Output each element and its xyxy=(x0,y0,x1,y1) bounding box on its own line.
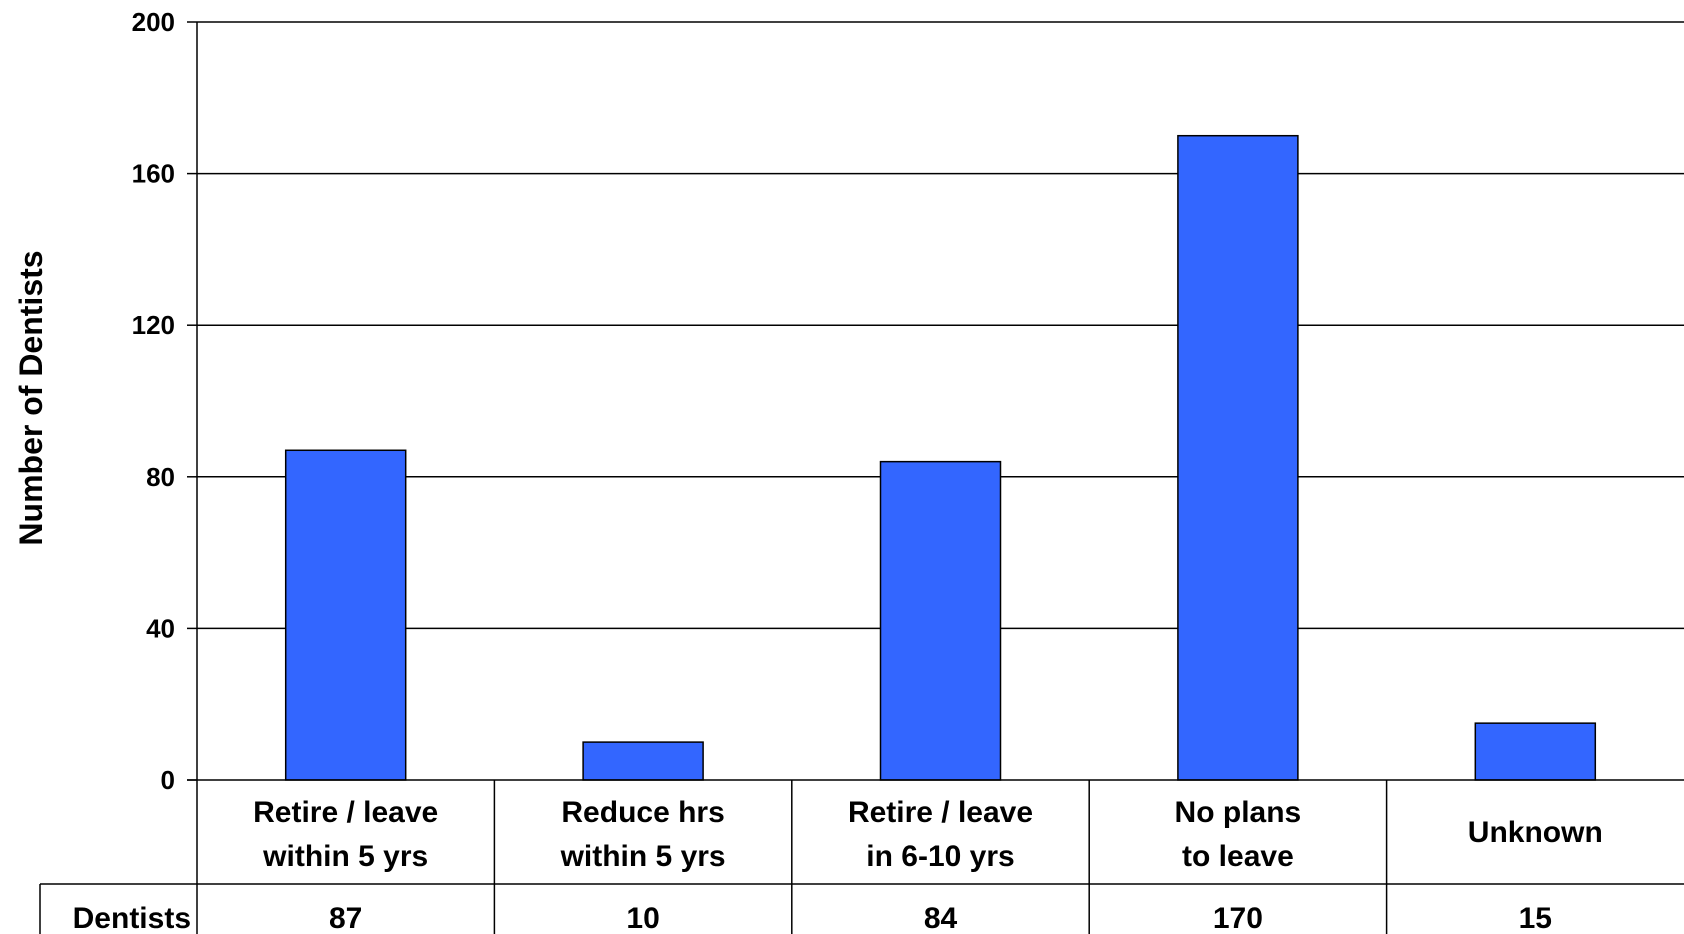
y-axis-label: Number of Dentists xyxy=(13,250,49,545)
bar xyxy=(881,462,1001,780)
bar xyxy=(1475,723,1595,780)
category-label: Unknown xyxy=(1468,816,1603,849)
category-label: Reduce hrs within 5 yrs xyxy=(560,796,726,873)
category-label: No plans to leave xyxy=(1175,796,1302,873)
y-tick-label: 40 xyxy=(146,613,175,643)
bar xyxy=(1178,136,1298,780)
category-label: Retire / leave in 6-10 yrs xyxy=(848,796,1033,873)
category-label-line: Reduce hrs xyxy=(561,796,724,829)
category-label-line: in 6-10 yrs xyxy=(866,840,1014,873)
category-label-line: Retire / leave xyxy=(848,796,1033,829)
category-label-line: within 5 yrs xyxy=(262,840,428,873)
y-tick-label: 200 xyxy=(132,7,175,37)
y-tick-label: 80 xyxy=(146,462,175,492)
series-row-label: Dentists xyxy=(73,902,191,934)
category-label-line: Retire / leave xyxy=(253,796,438,829)
bar xyxy=(583,742,703,780)
bars xyxy=(286,136,1596,780)
y-tick-label: 160 xyxy=(132,159,175,189)
bar xyxy=(286,450,406,780)
y-tick-label: 120 xyxy=(132,310,175,340)
value-cell: 170 xyxy=(1213,902,1263,934)
value-cell: 87 xyxy=(329,902,362,934)
category-label: Retire / leave within 5 yrs xyxy=(253,796,438,873)
value-cell: 84 xyxy=(924,902,958,934)
value-cell: 15 xyxy=(1519,902,1552,934)
value-cell: 10 xyxy=(626,902,659,934)
y-tick-label: 0 xyxy=(161,765,175,795)
category-label-line: No plans xyxy=(1175,796,1302,829)
y-tick-labels: 0 40 80 120 160 200 xyxy=(132,7,175,795)
category-label-line: within 5 yrs xyxy=(560,840,726,873)
category-label-line: to leave xyxy=(1182,840,1294,873)
data-table: Retire / leave within 5 yrs Reduce hrs with… xyxy=(40,780,1684,934)
